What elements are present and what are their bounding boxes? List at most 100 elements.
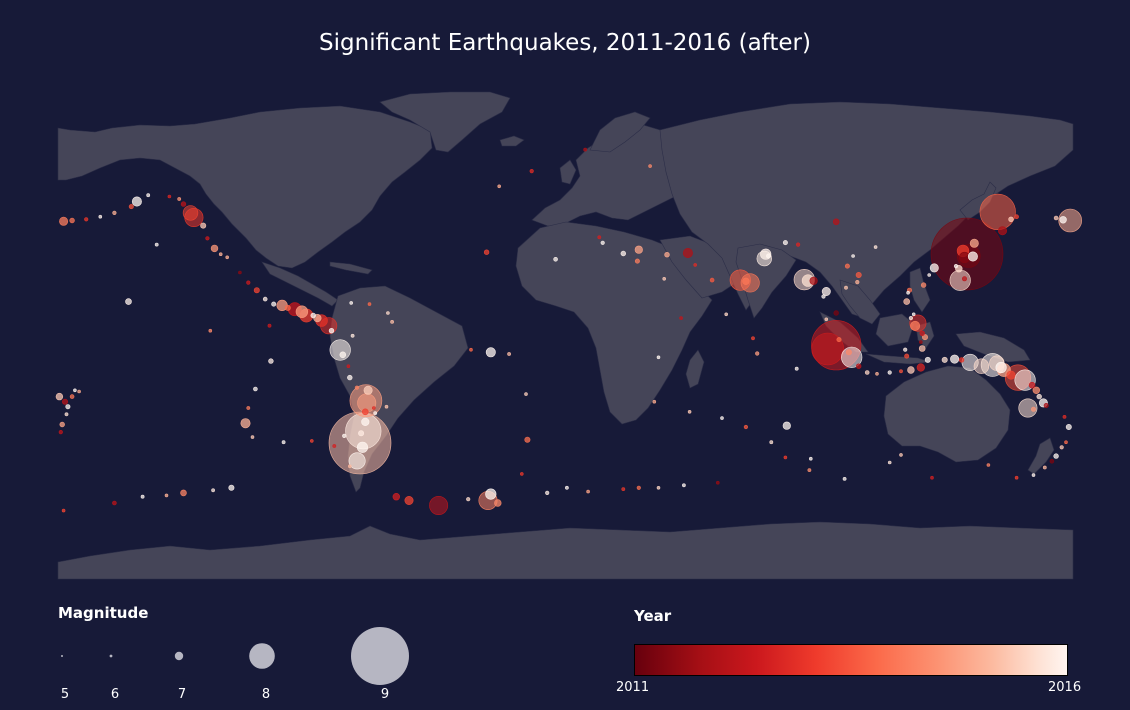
earthquake-point-3 — [979, 193, 1016, 230]
earthquake-point-196 — [497, 184, 502, 189]
earthquake-point-235 — [656, 355, 661, 360]
earthquake-point-119 — [1031, 406, 1037, 412]
earthquake-point-217 — [386, 311, 390, 315]
earthquake-point-213 — [164, 493, 169, 498]
earthquake-point-231 — [367, 302, 372, 306]
earthquake-point-42 — [356, 441, 369, 453]
earthquake-point-151 — [636, 485, 641, 490]
earthquake-point-211 — [250, 435, 255, 439]
earthquake-point-91 — [284, 304, 291, 311]
earthquake-point-222 — [724, 312, 729, 317]
land-java — [865, 353, 931, 365]
earthquake-point-198 — [824, 317, 829, 322]
earthquake-point-154 — [205, 236, 210, 241]
earthquake-point-234 — [679, 316, 683, 320]
earthquake-point-122 — [844, 263, 850, 269]
land-north-america — [57, 105, 433, 269]
earthquake-point-166 — [751, 336, 755, 341]
earthquake-point-16 — [329, 339, 351, 361]
earthquake-point-130 — [709, 277, 715, 283]
land-central-america — [261, 261, 339, 307]
earthquake-point-56 — [821, 286, 831, 296]
earthquake-point-165 — [794, 366, 799, 371]
earthquake-point-117 — [904, 353, 910, 359]
earthquake-point-236 — [652, 399, 657, 404]
earthquake-point-173 — [682, 483, 686, 488]
earthquake-point-72 — [210, 244, 219, 253]
earthquake-point-109 — [310, 312, 316, 319]
earthquake-point-204 — [586, 489, 590, 494]
earthquake-point-60 — [916, 363, 925, 372]
land-antarctica — [57, 521, 1074, 580]
earthquake-point-219 — [986, 463, 991, 467]
year-legend-title: Year — [634, 607, 672, 625]
earthquake-point-202 — [524, 392, 528, 396]
land-caribbean — [329, 261, 373, 275]
earthquake-points — [55, 147, 1082, 515]
earthquake-point-174 — [350, 333, 355, 338]
magnitude-legend-circle-5 — [61, 655, 63, 657]
earthquake-point-148 — [743, 424, 749, 430]
land-new-guinea — [955, 331, 1031, 363]
earthquake-point-163 — [583, 147, 588, 152]
earthquake-point-172 — [621, 487, 626, 492]
earthquake-point-102 — [1053, 453, 1059, 459]
earthquake-point-50 — [969, 238, 979, 248]
earthquake-point-99 — [855, 363, 862, 369]
earthquake-point-70 — [494, 499, 502, 507]
earthquake-point-171 — [565, 485, 569, 490]
earthquake-point-181 — [332, 444, 337, 448]
land-scandinavia — [589, 111, 651, 153]
earthquake-point-5 — [811, 332, 845, 366]
earthquake-point-209 — [98, 214, 103, 219]
earthquake-point-80 — [339, 351, 347, 359]
earthquake-point-129 — [1049, 458, 1055, 464]
earthquake-point-71 — [392, 493, 400, 501]
earthquake-point-98 — [919, 330, 925, 336]
earthquake-point-214 — [61, 508, 66, 513]
earthquake-point-160 — [1062, 414, 1067, 419]
earthquake-point-187 — [927, 273, 932, 277]
earthquake-point-53 — [950, 354, 960, 364]
magnitude-legend-circle-8 — [249, 643, 275, 669]
earthquake-point-158 — [58, 430, 63, 435]
earthquake-point-180 — [281, 440, 286, 445]
earthquake-point-11 — [949, 269, 971, 291]
earthquake-point-103 — [664, 252, 670, 258]
earthquake-point-184 — [64, 412, 69, 417]
earthquake-point-64 — [361, 417, 370, 427]
earthquake-point-126 — [65, 404, 71, 410]
earthquake-point-133 — [1053, 215, 1059, 221]
earthquake-point-210 — [208, 328, 213, 333]
earthquake-point-57 — [404, 495, 414, 505]
earthquake-point-30 — [182, 205, 199, 221]
earthquake-point-215 — [73, 388, 77, 393]
earthquake-point-227 — [238, 270, 242, 275]
earthquake-point-208 — [218, 252, 223, 256]
earthquake-point-195 — [693, 263, 698, 267]
earthquake-point-46 — [682, 248, 693, 259]
earthquake-point-77 — [1028, 381, 1036, 389]
earthquake-point-48 — [131, 196, 142, 207]
earthquake-point-161 — [1042, 465, 1047, 470]
earthquake-point-87 — [1065, 423, 1072, 430]
earthquake-point-27 — [973, 358, 990, 374]
magnitude-legend — [61, 627, 409, 685]
earthquake-point-143 — [600, 240, 605, 245]
earthquake-point-233 — [648, 164, 652, 168]
earthquake-point-228 — [167, 194, 172, 199]
earthquake-point-92 — [253, 287, 260, 294]
earthquake-point-113 — [59, 421, 65, 428]
year-min-label: 2011 — [616, 680, 650, 695]
earthquake-point-135 — [112, 500, 117, 506]
earthquake-point-159 — [899, 369, 903, 374]
earthquake-point-155 — [112, 210, 117, 215]
land-madagascar — [685, 349, 705, 389]
earthquake-point-190 — [875, 371, 879, 376]
earthquake-point-63 — [782, 421, 791, 430]
earthquake-point-69 — [742, 277, 750, 285]
earthquake-point-94 — [228, 484, 235, 491]
earthquake-point-177 — [154, 242, 159, 247]
earthquake-point-107 — [347, 374, 353, 381]
